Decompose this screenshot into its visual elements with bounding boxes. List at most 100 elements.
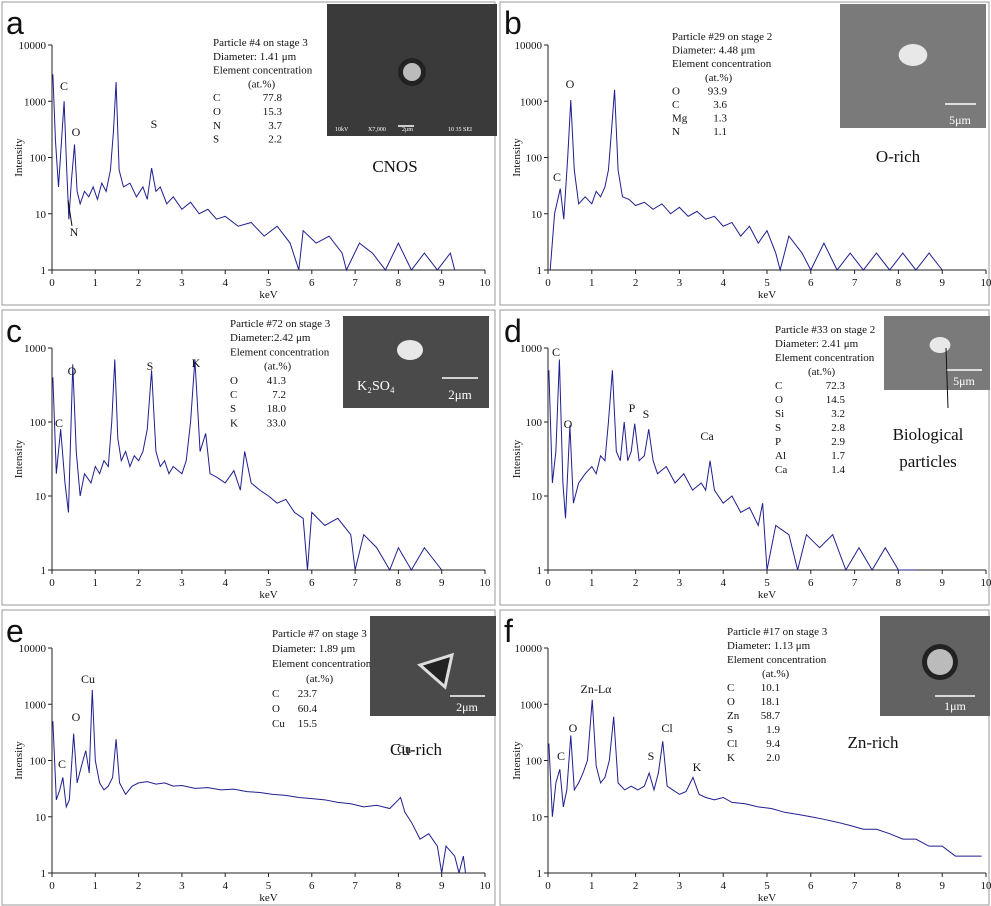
x-tick-label: 5: [266, 880, 272, 892]
info-line: (at.%): [762, 668, 790, 680]
x-tick-label: 6: [808, 277, 814, 289]
concentration: 18.0: [267, 403, 287, 415]
x-tick-label: 1: [589, 277, 595, 289]
y-axis-label: Intensity: [511, 741, 523, 780]
x-tick-label: 3: [179, 880, 185, 892]
x-tick-label: 1: [93, 277, 99, 289]
y-tick-label: 1: [537, 265, 543, 277]
x-tick-label: 8: [896, 880, 902, 892]
concentration: 1.9: [766, 724, 780, 736]
y-tick-label: 10: [531, 209, 543, 221]
panel-border: [499, 609, 990, 906]
concentration: 3.6: [713, 99, 727, 111]
x-tick-label: 6: [309, 880, 315, 892]
x-tick-label: 2: [633, 577, 639, 589]
peak-label: Cu: [397, 742, 411, 756]
x-tick-label: 6: [309, 277, 315, 289]
x-tick-label: 3: [179, 277, 185, 289]
y-tick-label: 10000: [515, 643, 543, 655]
panel-letter: c: [6, 313, 22, 349]
x-tick-label: 5: [764, 277, 770, 289]
element: Si: [775, 408, 784, 420]
info-line: Diameter: 4.48 μm: [672, 45, 756, 57]
y-axis-label: Intensity: [511, 138, 523, 177]
x-tick-label: 0: [545, 880, 551, 892]
peak-label: O: [68, 364, 77, 378]
peak-label: Zn-Lα: [581, 682, 613, 696]
peak-label: O: [72, 125, 81, 139]
inset-text: 2μm: [448, 387, 472, 402]
y-tick-label: 10000: [19, 40, 47, 52]
x-tick-label: 5: [764, 880, 770, 892]
x-tick-label: 10: [480, 880, 492, 892]
panel-border: [499, 1, 990, 306]
info-line: Element concentration: [230, 346, 330, 358]
panel-border: [499, 309, 990, 606]
y-axis-label: Intensity: [13, 741, 25, 780]
element: Cl: [727, 738, 737, 750]
element: C: [213, 92, 220, 104]
x-tick-label: 3: [677, 577, 683, 589]
x-axis-label: keV: [259, 892, 277, 904]
x-tick-label: 4: [222, 880, 228, 892]
element: K: [230, 417, 238, 429]
x-axis-label: keV: [259, 589, 277, 601]
element: Cu: [272, 718, 285, 730]
particle: [929, 337, 951, 353]
info-line: (at.%): [705, 72, 733, 84]
panel-letter: e: [6, 613, 24, 649]
info-line: Element concentration: [672, 58, 772, 70]
y-tick-label: 1000: [24, 96, 47, 108]
peak-label: O: [564, 417, 573, 431]
panel-border: [1, 309, 496, 606]
inset-text: 5μm: [953, 374, 975, 388]
spectrum: [52, 74, 456, 272]
inset-text: X7,000: [368, 127, 386, 133]
peak-label: C: [55, 416, 63, 430]
y-tick-label: 1000: [520, 699, 543, 711]
x-tick-label: 10: [480, 577, 492, 589]
info-line: (at.%): [808, 366, 836, 378]
element: C: [775, 380, 782, 392]
x-axis-label: keV: [758, 289, 776, 301]
x-tick-label: 9: [439, 880, 445, 892]
x-tick-label: 9: [439, 577, 445, 589]
info-line: (at.%): [248, 78, 276, 90]
x-tick-label: 7: [352, 577, 358, 589]
particle-core: [927, 649, 953, 675]
y-tick-label: 100: [526, 153, 543, 165]
x-tick-label: 10: [480, 277, 492, 289]
y-tick-label: 10: [35, 812, 47, 824]
element: C: [727, 682, 734, 694]
x-tick-label: 0: [545, 577, 551, 589]
x-tick-label: 0: [49, 577, 55, 589]
element: O: [672, 85, 680, 97]
peak-label: Cl: [661, 721, 673, 735]
x-tick-label: 2: [136, 880, 142, 892]
class-label: O-rich: [876, 147, 921, 166]
x-tick-label: 4: [222, 277, 228, 289]
concentration: 1.4: [831, 464, 845, 476]
micrograph: [343, 316, 489, 408]
y-axis-label: Intensity: [511, 439, 523, 478]
peak-label: C: [60, 79, 68, 93]
y-tick-label: 1: [41, 565, 47, 577]
x-tick-label: 9: [439, 277, 445, 289]
spectrum: [549, 89, 943, 272]
x-tick-label: 6: [808, 577, 814, 589]
element: K: [727, 752, 735, 764]
peak-label: S: [643, 407, 650, 421]
element: C: [272, 688, 279, 700]
x-tick-label: 9: [939, 577, 945, 589]
x-axis-label: keV: [758, 589, 776, 601]
info-line: Particle #17 on stage 3: [727, 626, 828, 638]
panel-letter: f: [504, 613, 513, 649]
peak-label: K: [192, 356, 201, 370]
element: Ca: [775, 464, 787, 476]
element: C: [230, 389, 237, 401]
peak-label: C: [58, 757, 66, 771]
concentration: 2.9: [831, 436, 845, 448]
panel-letter: a: [6, 5, 24, 41]
spectrum: [548, 359, 916, 572]
peak-label: S: [151, 117, 158, 131]
